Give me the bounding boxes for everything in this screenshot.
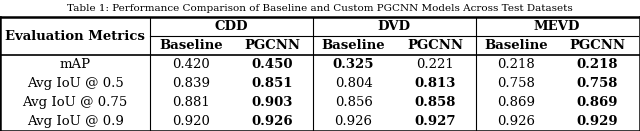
Text: 0.325: 0.325 [333, 58, 374, 71]
Text: 0.813: 0.813 [414, 77, 456, 90]
Text: Avg IoU @ 0.75: Avg IoU @ 0.75 [22, 96, 128, 109]
Text: 0.881: 0.881 [172, 96, 210, 109]
Text: Avg IoU @ 0.9: Avg IoU @ 0.9 [27, 115, 124, 128]
Text: Evaluation Metrics: Evaluation Metrics [5, 29, 145, 43]
Text: PGCNN: PGCNN [407, 39, 463, 52]
Text: 0.920: 0.920 [172, 115, 210, 128]
Text: MEVD: MEVD [534, 20, 580, 33]
Text: 0.856: 0.856 [335, 96, 372, 109]
Text: 0.218: 0.218 [497, 58, 535, 71]
Text: 0.839: 0.839 [172, 77, 210, 90]
Text: 0.926: 0.926 [335, 115, 372, 128]
Text: 0.450: 0.450 [252, 58, 293, 71]
Text: 0.927: 0.927 [414, 115, 456, 128]
Text: mAP: mAP [60, 58, 91, 71]
Text: 0.926: 0.926 [497, 115, 535, 128]
Text: 0.804: 0.804 [335, 77, 372, 90]
Text: Avg IoU @ 0.5: Avg IoU @ 0.5 [27, 77, 124, 90]
Text: 0.929: 0.929 [577, 115, 618, 128]
Text: Table 1: Performance Comparison of Baseline and Custom PGCNN Models Across Test : Table 1: Performance Comparison of Basel… [67, 4, 573, 13]
Text: 0.218: 0.218 [577, 58, 618, 71]
Text: PGCNN: PGCNN [244, 39, 300, 52]
Text: PGCNN: PGCNN [570, 39, 625, 52]
Text: Baseline: Baseline [484, 39, 548, 52]
Text: 0.420: 0.420 [172, 58, 210, 71]
Text: CDD: CDD [215, 20, 248, 33]
Text: 0.903: 0.903 [252, 96, 293, 109]
Text: 0.869: 0.869 [577, 96, 618, 109]
Text: 0.869: 0.869 [497, 96, 535, 109]
Text: 0.758: 0.758 [577, 77, 618, 90]
Text: 0.758: 0.758 [497, 77, 535, 90]
Text: 0.926: 0.926 [252, 115, 293, 128]
Text: 0.858: 0.858 [414, 96, 456, 109]
Text: DVD: DVD [378, 20, 411, 33]
Text: 0.851: 0.851 [252, 77, 293, 90]
Text: 0.221: 0.221 [416, 58, 454, 71]
Text: Baseline: Baseline [322, 39, 385, 52]
Text: Baseline: Baseline [159, 39, 223, 52]
